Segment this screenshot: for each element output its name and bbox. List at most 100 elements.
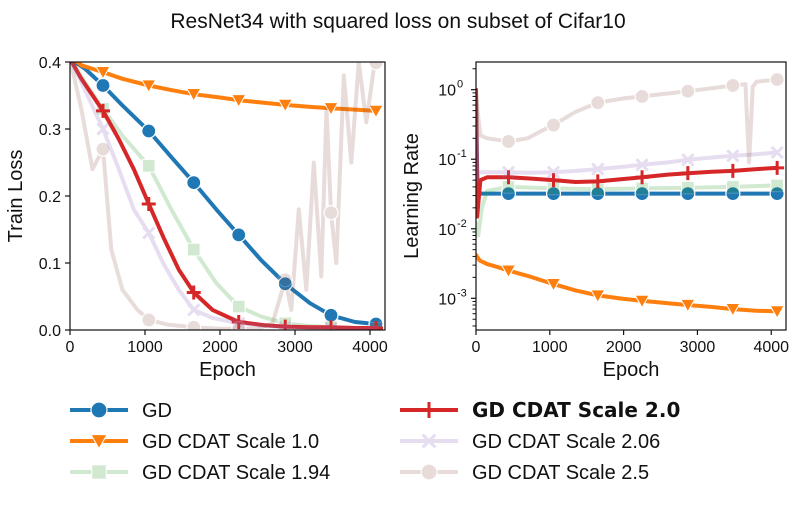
data-point-gd-cdat-scale-1-0-2 xyxy=(589,289,606,304)
data-point-gd-cdat-scale-1-0-6 xyxy=(769,305,786,319)
legend-marker xyxy=(91,464,107,480)
data-point-gd-cdat-scale-1-0-3 xyxy=(230,94,247,108)
data-point-gd-cdat-scale-1-94-3 xyxy=(231,299,246,314)
y-tick-label: 10 xyxy=(438,291,456,308)
data-point-gd-cdat-scale-2-06-2 xyxy=(187,303,201,317)
axes-frame xyxy=(475,61,787,331)
series-gd-cdat-scale-2-06 xyxy=(70,62,383,330)
legend-swatch xyxy=(400,463,458,481)
y-tick-exponent: 0 xyxy=(457,79,463,91)
data-point-gd-cdat-scale-2-5-5 xyxy=(323,205,339,221)
x-tick-label: 0 xyxy=(66,339,75,356)
data-point-gd-cdat-scale-2-0-0 xyxy=(96,103,110,118)
y-tick-label: 0.3 xyxy=(39,122,61,139)
legend-label: GD CDAT Scale 2.5 xyxy=(472,462,649,484)
x-axis-label: Epoch xyxy=(603,359,660,381)
y-tick-label: 10 xyxy=(438,152,456,169)
data-point-gd-cdat-scale-1-0-2 xyxy=(185,88,202,102)
data-point-gd-cdat-scale-2-06-6 xyxy=(770,145,784,160)
x-tick-label: 1000 xyxy=(127,339,163,356)
data-point-gd-cdat-scale-2-0-6 xyxy=(369,320,383,330)
data-point-gd-cdat-scale-2-06-5 xyxy=(726,149,740,163)
series-gd-cdat-scale-2-0 xyxy=(476,87,785,219)
data-point-gd-cdat-scale-2-06-6 xyxy=(369,321,383,330)
legend-swatch xyxy=(70,434,128,450)
data-point-gd-cdat-scale-2-0-6 xyxy=(770,160,785,175)
y-tick-exponent: -2 xyxy=(457,218,467,230)
data-point-gd-cdat-scale-2-0-1 xyxy=(141,197,156,212)
legend-swatch xyxy=(70,464,128,480)
y-axis-label: Learning Rate xyxy=(401,133,423,259)
data-point-gd-cdat-scale-2-5-0 xyxy=(95,141,111,157)
chart-title: ResNet34 with squared loss on subset of … xyxy=(170,10,625,33)
series-line-gd-cdat-scale-2-5 xyxy=(476,77,780,165)
series-line-gd-cdat-scale-2-06 xyxy=(70,62,378,330)
data-point-gd-cdat-scale-2-06-4 xyxy=(278,320,292,330)
data-point-gd-cdat-scale-2-5-6 xyxy=(769,71,785,88)
data-point-gd-cdat-scale-2-5-0 xyxy=(500,133,517,150)
data-point-gd-cdat-scale-2-06-1 xyxy=(546,165,561,179)
series-gd-cdat-scale-2-5 xyxy=(476,71,785,165)
x-tick-label: 1000 xyxy=(532,339,568,356)
legend-swatch xyxy=(70,401,128,419)
legend-entry-gd-cdat-scale-2-0: GD CDAT Scale 2.0 xyxy=(400,398,680,422)
y-tick-label: 10 xyxy=(438,222,456,239)
data-point-gd-cdat-scale-1-0-1 xyxy=(545,277,562,292)
series-gd-cdat-scale-1-0 xyxy=(476,253,786,319)
data-point-gd-cdat-scale-1-0-6 xyxy=(368,104,384,119)
series-gd-cdat-scale-2-5 xyxy=(70,62,384,330)
data-point-gd-cdat-scale-1-94-5 xyxy=(726,180,740,194)
series-gd-cdat-scale-1-94 xyxy=(476,178,784,238)
data-point-gd-2 xyxy=(186,175,202,191)
legend-marker xyxy=(420,463,438,481)
y-tick-label: 0.1 xyxy=(39,256,61,273)
legend: GD GD CDAT Scale 2.0 GD CDAT Scale 1.0 GD C… xyxy=(70,398,680,484)
data-point-gd-cdat-scale-1-0-5 xyxy=(323,102,339,116)
series-line-gd-cdat-scale-1-0 xyxy=(74,62,378,113)
data-point-gd-cdat-scale-2-0-4 xyxy=(278,319,293,330)
train-loss-panel: 0 1000 2000 3000 4000 0.0 0.1 0.2 0.3 0.4 Epoch Tra… xyxy=(5,55,388,381)
data-point-gd-cdat-scale-2-0-2 xyxy=(590,174,605,189)
series-gd-cdat-scale-2-06 xyxy=(476,124,784,183)
data-point-gd-4 xyxy=(680,186,696,202)
data-point-gd-cdat-scale-2-06-0 xyxy=(501,165,516,179)
data-point-gd-cdat-scale-2-0-0 xyxy=(501,170,516,185)
y-tick-exponent: -1 xyxy=(457,148,467,160)
data-point-gd-cdat-scale-2-5-1 xyxy=(545,117,562,133)
data-point-gd-cdat-scale-1-0-4 xyxy=(679,298,696,313)
data-point-gd-5 xyxy=(725,186,741,202)
data-point-gd-5 xyxy=(323,307,339,323)
legend-entry-gd-cdat-scale-2-5: GD CDAT Scale 2.5 xyxy=(400,462,649,484)
data-point-gd-cdat-scale-2-5-3 xyxy=(231,321,247,330)
data-point-gd-cdat-scale-1-94-1 xyxy=(141,159,156,173)
data-point-gd-cdat-scale-2-5-2 xyxy=(590,95,606,111)
data-point-gd-3 xyxy=(231,227,247,243)
y-tick-label: 0.4 xyxy=(39,55,61,72)
legend-entry-gd-cdat-scale-1-94: GD CDAT Scale 1.94 xyxy=(70,462,330,484)
data-point-gd-cdat-scale-2-06-3 xyxy=(232,316,246,330)
legend-entry-gd-cdat-scale-1-0: GD CDAT Scale 1.0 xyxy=(70,431,319,453)
legend-entry-gd: GD xyxy=(70,400,172,422)
legend-label: GD CDAT Scale 1.94 xyxy=(142,462,330,484)
data-point-gd-cdat-scale-1-0-5 xyxy=(724,302,741,317)
data-point-gd-cdat-scale-1-0-1 xyxy=(140,79,157,94)
data-point-gd-0 xyxy=(500,186,517,202)
data-point-gd-cdat-scale-2-06-4 xyxy=(681,153,695,167)
legend-label: GD xyxy=(142,400,172,422)
data-point-gd-cdat-scale-1-0-4 xyxy=(277,98,294,113)
plot-area xyxy=(476,71,786,319)
series-line-gd-cdat-scale-2-0 xyxy=(476,87,780,219)
data-point-gd-cdat-scale-2-0-4 xyxy=(680,166,695,181)
data-point-gd-6 xyxy=(769,186,785,202)
data-point-gd-1 xyxy=(141,123,157,139)
data-point-gd-cdat-scale-1-0-3 xyxy=(634,294,650,309)
data-point-gd-4 xyxy=(277,276,293,292)
series-line-gd-cdat-scale-2-06 xyxy=(476,124,780,183)
data-point-gd-cdat-scale-2-5-3 xyxy=(634,88,650,105)
legend-marker xyxy=(421,402,437,418)
data-point-gd-cdat-scale-2-5-4 xyxy=(680,83,696,99)
data-point-gd-3 xyxy=(634,186,650,202)
plot-area xyxy=(70,62,384,330)
x-tick-label: 0 xyxy=(472,339,481,356)
